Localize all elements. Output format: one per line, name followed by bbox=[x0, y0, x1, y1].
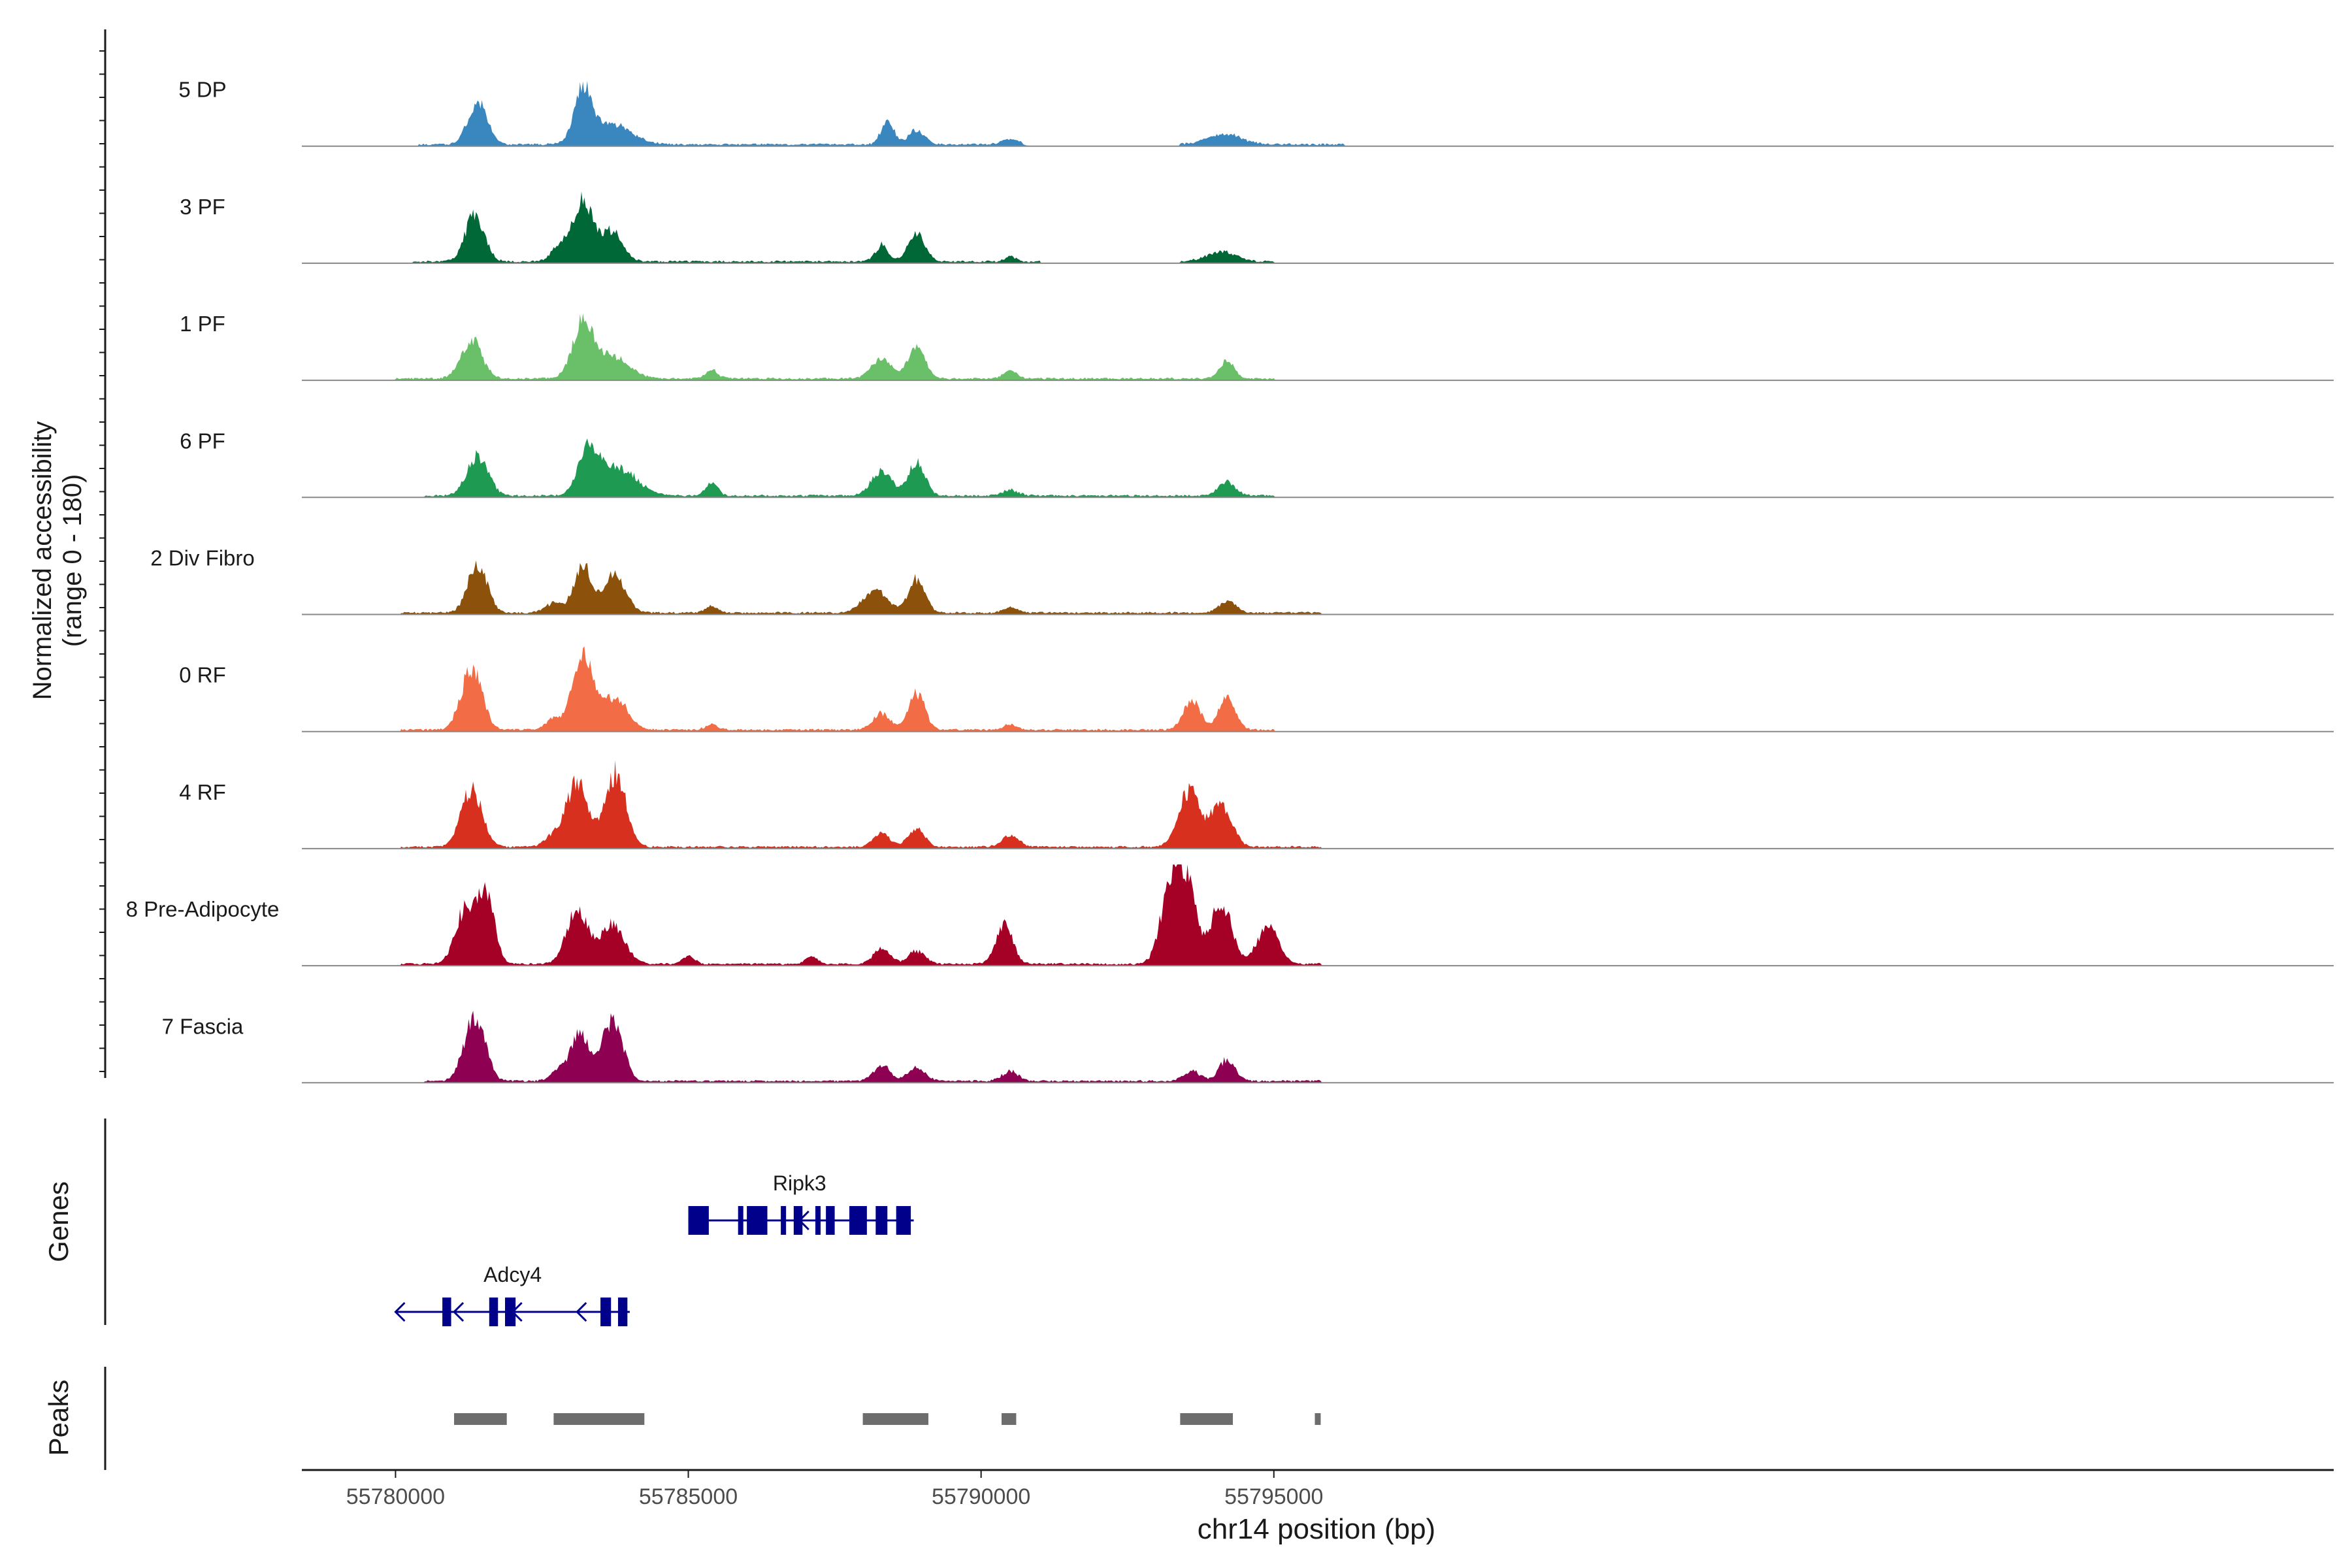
peak-track bbox=[454, 1413, 1321, 1425]
exon bbox=[442, 1298, 451, 1326]
peak-region bbox=[1315, 1413, 1321, 1425]
coverage-area-7 bbox=[302, 864, 2334, 966]
x-axis-label: chr14 position (bp) bbox=[1198, 1513, 1435, 1545]
exon bbox=[600, 1298, 612, 1326]
strand-arrow bbox=[394, 1301, 406, 1322]
coverage-area-1 bbox=[302, 191, 2334, 263]
y-axis-label: Normalized accessibility bbox=[28, 421, 57, 700]
strand-arrow bbox=[452, 1301, 465, 1322]
x-tick-label: 55790000 bbox=[932, 1484, 1030, 1509]
track-label: 2 Div Fibro bbox=[150, 546, 255, 570]
coverage-area-6 bbox=[302, 760, 2334, 849]
coverage-tracks: 5 DP 3 PF 1 PF 6 PF 2 Div Fibro 0 RF 4 RF 8 Pre… bbox=[126, 78, 2334, 1084]
strand-arrow bbox=[576, 1301, 587, 1322]
genes-section-label: Genes bbox=[43, 1181, 74, 1262]
peak-region bbox=[1002, 1413, 1017, 1425]
coverage-area-4 bbox=[302, 560, 2334, 615]
x-tick-label: 55795000 bbox=[1224, 1484, 1323, 1509]
x-tick-label: 55785000 bbox=[639, 1484, 738, 1509]
track-label: 8 Pre-Adipocyte bbox=[126, 897, 280, 921]
exon bbox=[738, 1206, 743, 1235]
track-label: 6 PF bbox=[180, 429, 225, 453]
coverage-area-3 bbox=[302, 438, 2334, 498]
track-label: 3 PF bbox=[180, 195, 225, 219]
exon bbox=[826, 1206, 835, 1235]
track-label: 7 Fascia bbox=[162, 1014, 244, 1038]
track-label: 5 DP bbox=[178, 78, 226, 102]
track-label: 1 PF bbox=[180, 312, 225, 336]
exon bbox=[489, 1298, 498, 1326]
coverage-area-8 bbox=[302, 1011, 2334, 1083]
peaks-section-label: Peaks bbox=[43, 1380, 74, 1456]
gene-track: Ripk3 Adcy4 bbox=[394, 1171, 914, 1326]
peak-region bbox=[862, 1413, 928, 1425]
exon bbox=[781, 1206, 787, 1235]
exon bbox=[849, 1206, 867, 1235]
coverage-area-0 bbox=[302, 81, 2334, 146]
peak-region bbox=[553, 1413, 645, 1425]
x-axis-ticks: 55780000 55785000 55790000 55795000 bbox=[346, 1470, 1323, 1509]
exon bbox=[505, 1298, 516, 1326]
exon bbox=[815, 1206, 821, 1235]
gene-name: Ripk3 bbox=[773, 1171, 826, 1195]
coverage-area-2 bbox=[302, 313, 2334, 381]
exon bbox=[617, 1298, 628, 1326]
gene-name: Adcy4 bbox=[483, 1263, 542, 1286]
coverage-y-ticks bbox=[99, 50, 105, 1072]
exon bbox=[875, 1206, 888, 1235]
track-label: 0 RF bbox=[179, 663, 226, 687]
peak-region bbox=[454, 1413, 507, 1425]
exon bbox=[747, 1206, 768, 1235]
x-tick-label: 55780000 bbox=[346, 1484, 445, 1509]
coverage-area-5 bbox=[302, 646, 2334, 732]
y-axis-range-label: (range 0 - 180) bbox=[58, 474, 87, 647]
peak-region bbox=[1180, 1413, 1233, 1425]
exon bbox=[793, 1206, 803, 1235]
exon bbox=[896, 1206, 911, 1235]
track-label: 4 RF bbox=[179, 780, 226, 804]
exon bbox=[688, 1206, 709, 1235]
